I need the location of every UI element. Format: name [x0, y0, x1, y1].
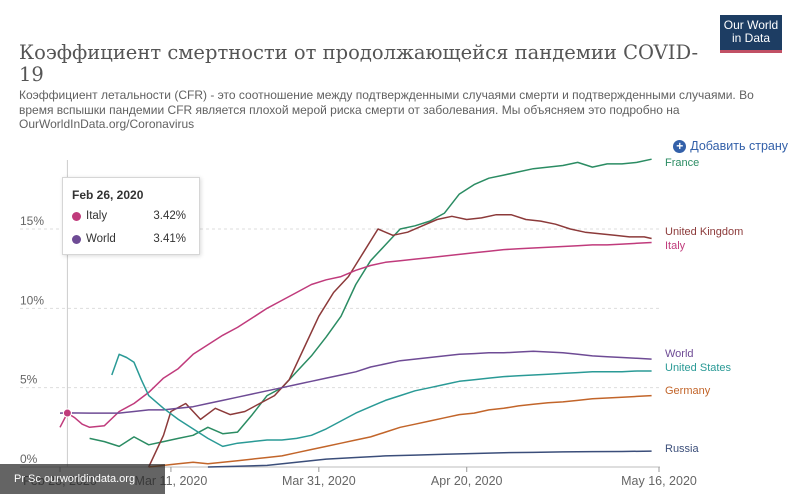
series-label: Russia	[665, 443, 700, 455]
tooltip-series-name: Italy	[86, 210, 108, 222]
watermark: Pr Sc ourworldindata.org	[0, 464, 165, 494]
hover-marker	[62, 408, 72, 418]
logo-line-1: Our World	[723, 18, 779, 32]
tooltip-dot	[72, 212, 81, 221]
series-line	[148, 213, 652, 468]
page-title: Коэффициент смертности от продолжающейся…	[19, 41, 699, 86]
y-tick-label: 10%	[20, 293, 44, 307]
series-label: Germany	[665, 385, 711, 397]
y-tick-label: 0%	[20, 452, 38, 466]
owid-logo[interactable]: Our World in Data	[720, 15, 782, 53]
logo-accent-bar	[720, 50, 782, 53]
series-line	[59, 241, 652, 429]
series-label: France	[665, 157, 699, 169]
series-line	[111, 353, 652, 448]
series-label: Italy	[665, 240, 686, 252]
series-line	[148, 394, 652, 468]
x-tick-label: Mar 31, 2020	[282, 474, 356, 488]
hover-tooltip: Feb 26, 2020 Italy 3.42% World 3.41%	[62, 177, 200, 255]
series-line	[207, 450, 652, 468]
series-label: World	[665, 348, 694, 360]
tooltip-series-value: 3.42%	[153, 210, 186, 222]
logo-line-2: in Data	[731, 31, 771, 45]
y-tick-label: 15%	[20, 214, 44, 228]
plus-circle-icon: +	[673, 139, 687, 153]
tooltip-series-value: 3.41%	[153, 233, 186, 245]
add-country-button[interactable]: + Добавить страну	[673, 139, 788, 153]
series-line	[89, 158, 652, 448]
x-tick-label: Apr 20, 2020	[431, 474, 503, 488]
tooltip-row: World 3.41%	[72, 233, 192, 247]
tooltip-series-name: World	[86, 233, 116, 245]
tooltip-dot	[72, 235, 81, 244]
series-line	[59, 350, 652, 414]
add-country-label: Добавить страну	[690, 139, 788, 153]
chart-subtitle: Коэффициент летальности (CFR) - это соот…	[19, 88, 754, 131]
y-tick-label: 5%	[20, 373, 38, 387]
tooltip-row: Italy 3.42%	[72, 210, 192, 224]
tooltip-date: Feb 26, 2020	[72, 188, 144, 202]
x-tick-label: May 16, 2020	[621, 474, 697, 488]
series-label: United Kingdom	[665, 226, 743, 238]
series-label: United States	[665, 362, 732, 374]
